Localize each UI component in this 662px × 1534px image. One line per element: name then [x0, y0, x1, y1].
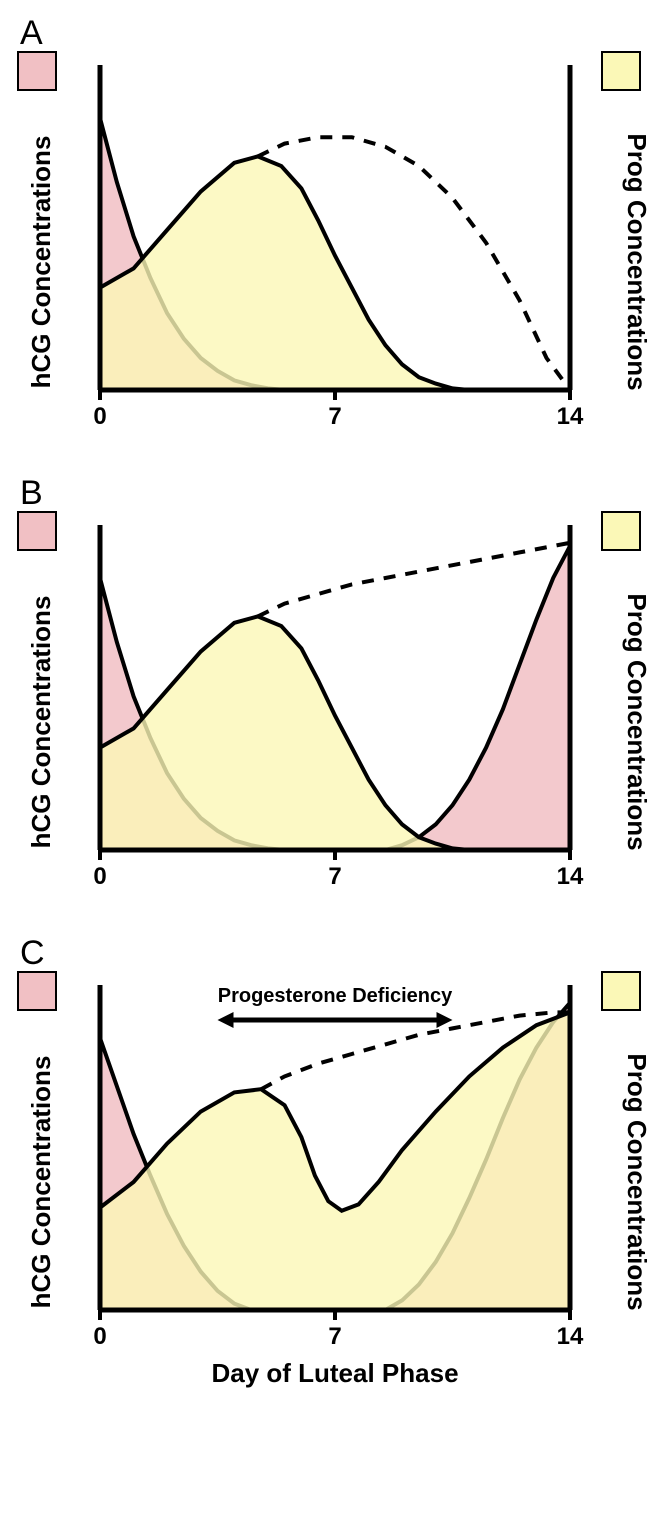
legend-hcg-swatch: [18, 512, 56, 550]
panel-letter: B: [20, 474, 43, 512]
x-tick-label: 0: [93, 1323, 106, 1350]
x-axis-label: Day of Luteal Phase: [211, 1358, 458, 1388]
prog-area: [100, 156, 469, 390]
arrowhead-icon: [218, 1012, 234, 1028]
panel-container: 0 7 14 AhCG Concentrations Prog Concentratio…: [10, 10, 650, 450]
prog-area: [100, 1012, 570, 1310]
x-tick-label: 7: [328, 863, 341, 890]
y-right-label: Prog Concentrations: [622, 1053, 650, 1310]
legend-hcg-swatch: [18, 52, 56, 90]
legend-hcg-swatch: [18, 972, 56, 1010]
panel-a: 0 7 14 AhCG Concentrations Prog Concentratio…: [10, 10, 650, 450]
panel-container: 0 7 14 BhCG Concentrations Prog Concentratio…: [10, 470, 650, 910]
x-tick-label: 14: [557, 1323, 584, 1350]
x-tick-label: 7: [328, 403, 341, 430]
legend-prog-swatch: [602, 972, 640, 1010]
hcg-area: [385, 546, 570, 850]
y-left-label: hCG Concentrations: [26, 136, 56, 389]
panel-letter: A: [20, 14, 43, 52]
annotation-text: Progesterone Deficiency: [218, 985, 453, 1007]
x-tick-label: 14: [557, 863, 584, 890]
x-tick-label: 0: [93, 863, 106, 890]
panel-letter: C: [20, 934, 45, 972]
x-tick-label: 14: [557, 403, 584, 430]
y-left-label: hCG Concentrations: [26, 1056, 56, 1309]
panel-b: 0 7 14 BhCG Concentrations Prog Concentratio…: [10, 470, 650, 910]
prog-area: [100, 616, 469, 850]
y-left-label: hCG Concentrations: [26, 596, 56, 849]
arrowhead-icon: [437, 1012, 453, 1028]
y-right-label: Prog Concentrations: [622, 133, 650, 390]
legend-prog-swatch: [602, 52, 640, 90]
dashed-reference: [258, 543, 570, 617]
legend-prog-swatch: [602, 512, 640, 550]
figure-root: 0 7 14 AhCG Concentrations Prog Concentratio…: [10, 10, 652, 1420]
panel-c: 0 7 14 ChCG Concentrations Prog Concentratio…: [10, 930, 650, 1420]
x-tick-label: 7: [328, 1323, 341, 1350]
panel-container: 0 7 14 ChCG Concentrations Prog Concentratio…: [10, 930, 650, 1420]
x-tick-label: 0: [93, 403, 106, 430]
y-right-label: Prog Concentrations: [622, 593, 650, 850]
